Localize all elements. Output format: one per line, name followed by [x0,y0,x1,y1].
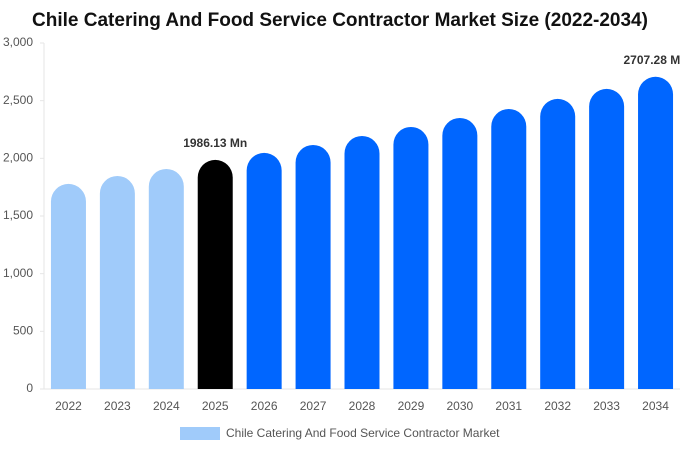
x-tick-label: 2022 [55,399,82,413]
x-tick-label: 2029 [398,399,425,413]
x-tick-label: 2030 [446,399,473,413]
x-tick-label: 2031 [495,399,522,413]
y-tick-label: 2,500 [3,93,33,107]
y-tick-label: 1,500 [3,208,33,222]
bar [99,175,135,389]
x-tick-label: 2025 [202,399,229,413]
bar [197,159,233,389]
bar [442,117,478,389]
y-tick-label: 1,000 [3,266,33,280]
y-tick-label: 0 [26,381,33,395]
bar [295,144,331,389]
y-tick-label: 500 [13,324,33,338]
x-tick-label: 2027 [300,399,327,413]
x-tick-label: 2024 [153,399,180,413]
x-tick-label: 2032 [544,399,571,413]
bar [540,98,576,389]
value-label: 1986.13 Mn [183,136,247,150]
bar [344,135,380,389]
bar [589,88,625,390]
bar [491,108,527,389]
x-tick-label: 2033 [593,399,620,413]
bar [638,76,674,389]
bar [148,168,184,389]
x-tick-label: 2026 [251,399,278,413]
bar [246,152,282,389]
x-tick-label: 2034 [642,399,669,413]
chart-title: Chile Catering And Food Service Contract… [32,10,648,31]
bar [50,183,86,389]
x-tick-label: 2023 [104,399,131,413]
bar [393,126,429,389]
x-tick-label: 2028 [349,399,376,413]
value-label: 2707.28 Mn [624,53,680,67]
y-tick-label: 3,000 [3,35,33,49]
legend-label: Chile Catering And Food Service Contract… [226,426,500,440]
y-tick-label: 2,000 [3,151,33,165]
legend-swatch [180,427,220,440]
